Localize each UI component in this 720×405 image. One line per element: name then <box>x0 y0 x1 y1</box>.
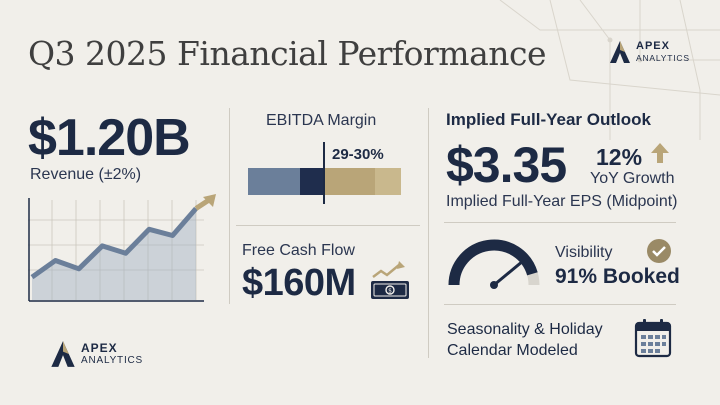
ebitda-label: EBITDA Margin <box>266 112 377 129</box>
brand-name-line1: APEX <box>81 341 118 355</box>
ebitda-range: 29-30% <box>332 146 384 163</box>
outlook-title: Implied Full-Year Outlook <box>446 110 651 129</box>
background-circuit-lines <box>499 0 720 140</box>
eps-label: Implied Full-Year EPS (Midpoint) <box>446 193 678 210</box>
divider-left <box>229 108 230 304</box>
divider-outlook <box>444 222 676 223</box>
revenue-trend-arrow-head <box>203 194 216 207</box>
up-arrow-icon <box>651 143 669 163</box>
brand-logo-bottom: APEX ANALYTICS <box>50 340 143 368</box>
divider-right <box>428 108 429 358</box>
cash-growth-icon: $ <box>371 261 409 299</box>
seasonality-line1: Seasonality & Holiday <box>447 321 603 338</box>
ebitda-segment-1 <box>248 168 301 195</box>
seasonality-line2: Calendar Modeled <box>447 342 578 359</box>
brand-name-line1: APEX <box>636 40 670 53</box>
eps-value: $3.35 <box>446 137 567 193</box>
ebitda-segment-3 <box>324 168 375 195</box>
fcf-label: Free Cash Flow <box>242 242 355 259</box>
visibility-value: 91% Booked <box>555 265 680 288</box>
ebitda-margin-bar <box>248 168 401 195</box>
visibility-label: Visibility <box>555 244 613 261</box>
growth-percent: 12% <box>596 144 643 170</box>
divider-visibility <box>444 304 676 305</box>
brand-logo-top: APEX ANALYTICS <box>609 40 690 64</box>
brand-name-line2: ANALYTICS <box>81 355 144 366</box>
revenue-trend-chart <box>28 194 216 302</box>
growth-label: YoY Growth <box>590 170 675 187</box>
gauge-needle <box>492 261 522 287</box>
brand-name-line2: ANALYTICS <box>636 53 690 64</box>
apex-logo-icon <box>610 41 630 63</box>
fcf-value: $160M <box>242 262 356 304</box>
page-title: Q3 2025 Financial Performance <box>28 34 547 73</box>
revenue-trend-line <box>30 206 198 280</box>
revenue-trend-area <box>32 208 196 300</box>
check-circle-icon <box>647 239 671 263</box>
seasonality-label: Seasonality & Holiday Calendar Modeled <box>447 319 647 361</box>
ebitda-marker <box>323 142 325 204</box>
svg-text:$: $ <box>388 288 392 295</box>
revenue-label: Revenue (±2%) <box>30 166 142 183</box>
gauge-hub <box>490 281 498 289</box>
gauge-fill <box>448 239 538 286</box>
divider-middle <box>236 225 420 226</box>
ebitda-segment-4 <box>374 168 401 195</box>
revenue-value: $1.20B <box>28 109 191 167</box>
visibility-gauge <box>448 239 540 289</box>
apex-logo-icon <box>51 341 75 367</box>
ebitda-segment-2 <box>300 168 325 195</box>
calendar-icon <box>634 319 672 358</box>
